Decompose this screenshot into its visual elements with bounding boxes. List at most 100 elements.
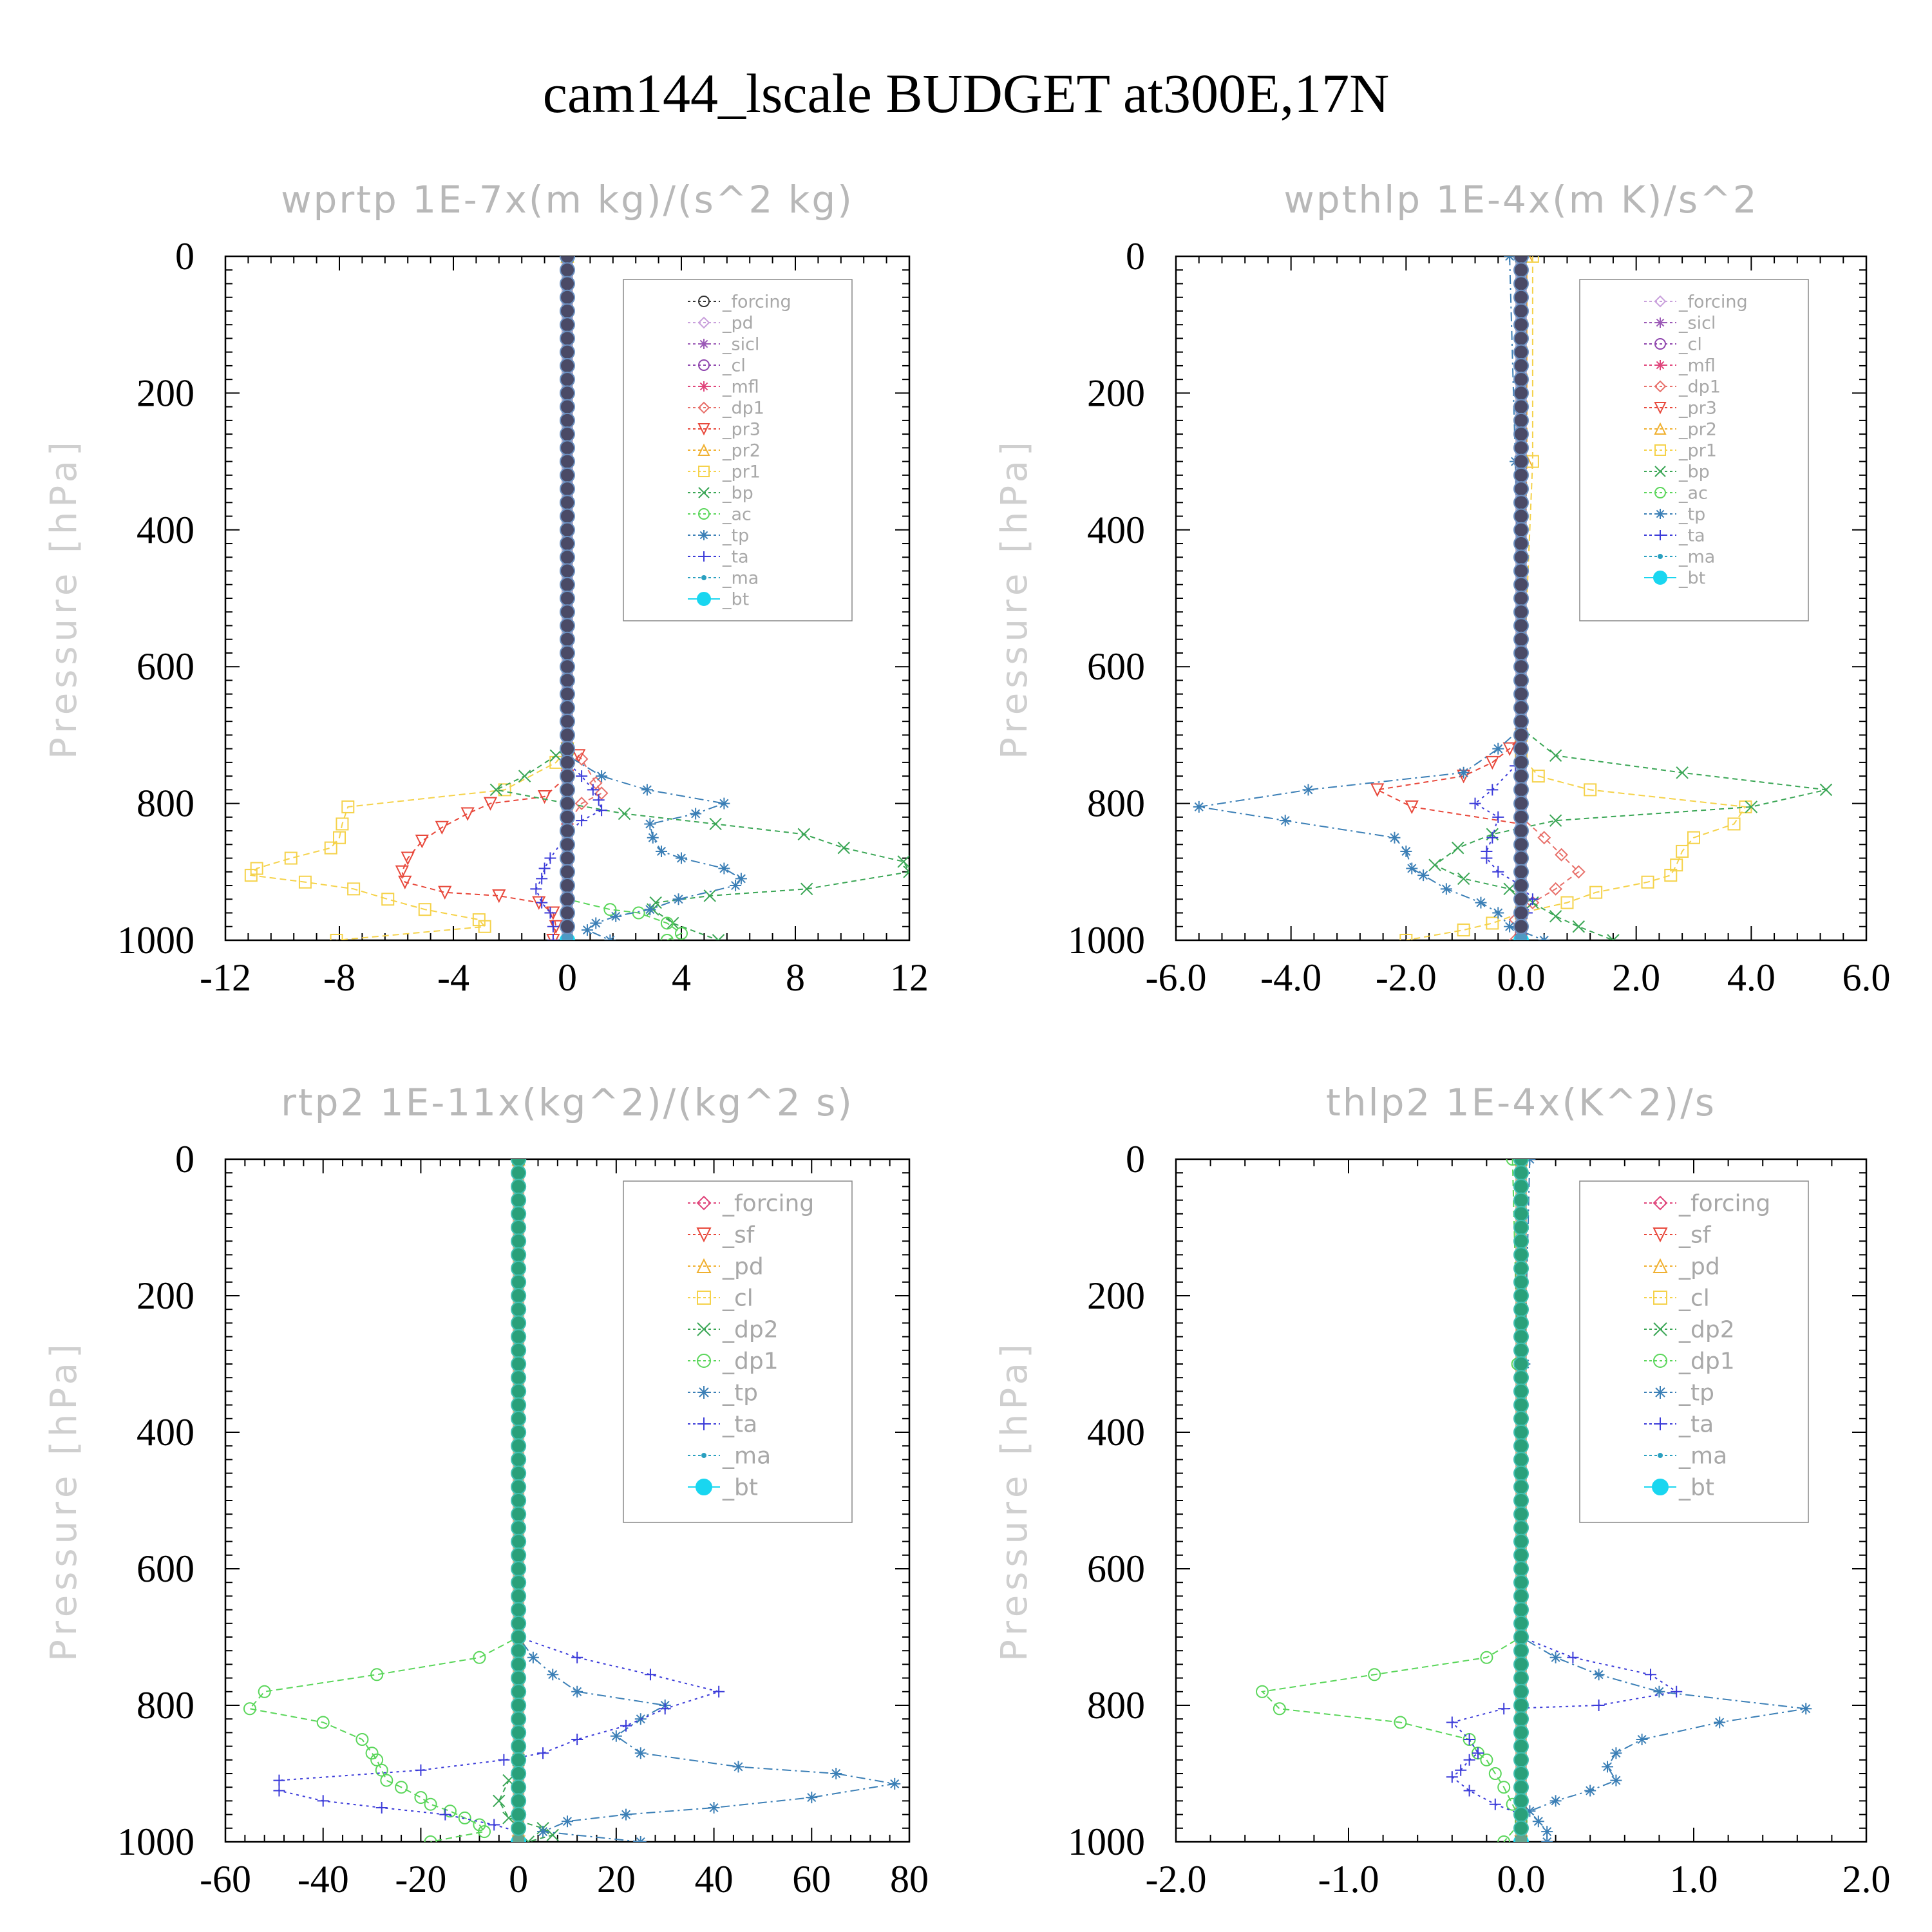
legend-marker bbox=[1654, 295, 1667, 308]
legend-label: _pd bbox=[722, 1254, 764, 1280]
legend-label: _sf bbox=[1678, 1222, 1712, 1249]
legend-marker bbox=[1654, 1386, 1667, 1399]
data-point bbox=[1399, 934, 1413, 940]
data-point bbox=[903, 866, 909, 878]
zero-marker bbox=[1513, 1438, 1529, 1454]
zero-marker bbox=[1513, 727, 1529, 743]
zero-marker bbox=[560, 508, 575, 524]
zero-marker bbox=[511, 1670, 527, 1686]
data-point bbox=[317, 1795, 329, 1807]
zero-marker bbox=[511, 1452, 527, 1468]
legend-marker bbox=[699, 551, 709, 562]
data-point bbox=[316, 1716, 330, 1729]
zero-marker bbox=[560, 891, 575, 907]
x-tick-label: -6.0 bbox=[1146, 956, 1207, 999]
legend-label: _ma bbox=[1678, 547, 1715, 567]
data-point bbox=[572, 749, 586, 763]
zero-marker bbox=[511, 1602, 527, 1618]
zero-marker bbox=[1513, 1493, 1529, 1508]
zero-marker bbox=[1513, 372, 1529, 388]
panel-title: thlp2 1E-4x(K^2)/s bbox=[1326, 1081, 1716, 1124]
data-point bbox=[483, 797, 498, 811]
data-point bbox=[546, 1828, 559, 1842]
zero-marker bbox=[1513, 1670, 1529, 1686]
data-point bbox=[660, 934, 674, 940]
legend-marker bbox=[696, 1258, 712, 1273]
data-point bbox=[370, 1753, 384, 1766]
series-pr1 bbox=[244, 256, 574, 940]
legend-label: _pr2 bbox=[722, 440, 761, 460]
legend-entry-sf: _sf bbox=[688, 1222, 755, 1249]
legend-entry-mfl: _mfl bbox=[688, 377, 759, 397]
zero-marker bbox=[511, 1425, 527, 1440]
series-line bbox=[249, 1159, 520, 1842]
zero-marker bbox=[1513, 495, 1529, 511]
legend-label: _mfl bbox=[1678, 355, 1716, 375]
legend-label: _ma bbox=[722, 1443, 771, 1470]
legend-label: _bt bbox=[722, 589, 749, 609]
zero-marker bbox=[1513, 1533, 1529, 1549]
legend-label: _ta bbox=[722, 547, 749, 567]
zero-marker bbox=[560, 618, 575, 634]
zero-marker bbox=[511, 1711, 527, 1727]
y-axis-label: Pressure [hPa] bbox=[43, 1340, 85, 1662]
data-point bbox=[1475, 896, 1487, 909]
data-point bbox=[610, 910, 622, 922]
legend-entry-bp: _bp bbox=[688, 483, 753, 503]
zero-marker bbox=[511, 1643, 527, 1659]
series-pr1 bbox=[1399, 256, 1752, 940]
legend-entry-tp: _tp bbox=[1644, 504, 1705, 524]
zero-marker bbox=[511, 1615, 527, 1631]
legend-entry-bt: _bt bbox=[688, 1475, 758, 1501]
data-point bbox=[544, 852, 556, 864]
data-point bbox=[1279, 815, 1291, 827]
zero-marker bbox=[1513, 1370, 1529, 1386]
data-point bbox=[672, 893, 685, 905]
data-point bbox=[1607, 934, 1620, 940]
x-tick-label: 0.0 bbox=[1497, 956, 1546, 999]
zero-marker bbox=[1513, 659, 1529, 675]
data-point bbox=[398, 875, 412, 889]
legend-marker bbox=[1655, 317, 1665, 328]
zero-marker bbox=[511, 1465, 527, 1481]
panel-title: rtp2 1E-11x(kg^2)/(kg^2 s) bbox=[281, 1081, 854, 1124]
zero-marker bbox=[1513, 1615, 1529, 1631]
legend-marker bbox=[1655, 509, 1665, 519]
series-tp bbox=[1515, 1159, 1812, 1842]
chart-panel-1: wprtp 1E-7x(m kg)/(s^2 kg) Pressure [hPa]… bbox=[43, 178, 929, 999]
x-tick-label: -2.0 bbox=[1376, 956, 1437, 999]
legend-entry-pd: _pd bbox=[688, 1254, 764, 1280]
data-point bbox=[1497, 1781, 1511, 1794]
data-point bbox=[537, 790, 552, 804]
data-point bbox=[676, 852, 687, 864]
zero-marker bbox=[1513, 591, 1529, 606]
data-point bbox=[1538, 934, 1550, 940]
zero-marker bbox=[511, 1397, 527, 1413]
zero-marker bbox=[511, 1206, 527, 1222]
zero-marker bbox=[1513, 1506, 1529, 1522]
legend-label: _dp2 bbox=[722, 1317, 779, 1343]
data-point bbox=[590, 917, 602, 929]
data-point bbox=[537, 1826, 549, 1838]
data-point bbox=[547, 934, 559, 940]
legend-entry-ma: _ma bbox=[1644, 547, 1715, 567]
zero-marker bbox=[1513, 289, 1529, 305]
legend-entry-ma: _ma bbox=[1644, 1443, 1727, 1470]
legend-entry-pr1: _pr1 bbox=[1644, 440, 1717, 460]
data-point bbox=[604, 934, 616, 940]
legend-entry-dp1: _dp1 bbox=[688, 1349, 779, 1375]
zero-marker bbox=[1513, 618, 1529, 634]
y-tick-label: 0 bbox=[1126, 235, 1145, 278]
data-point bbox=[1486, 916, 1499, 930]
zero-marker bbox=[511, 1260, 527, 1276]
zero-marker bbox=[511, 1165, 527, 1181]
legend-entry-tp: _tp bbox=[688, 1380, 758, 1406]
y-tick-label: 400 bbox=[1087, 1411, 1145, 1454]
y-tick-label: 0 bbox=[175, 235, 194, 278]
minor-ticks bbox=[225, 1159, 910, 1842]
legend-marker bbox=[698, 296, 710, 307]
x-tick-label: 12 bbox=[890, 956, 929, 999]
series-line bbox=[567, 256, 683, 940]
zero-marker bbox=[511, 1588, 527, 1604]
data-point bbox=[800, 882, 813, 896]
